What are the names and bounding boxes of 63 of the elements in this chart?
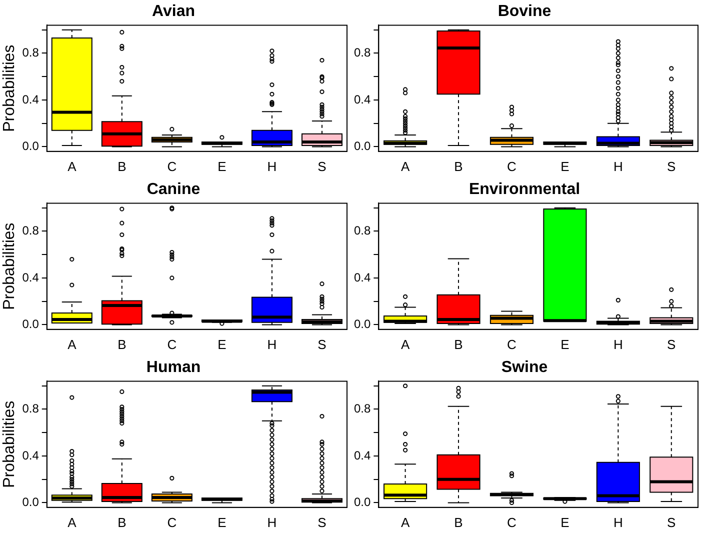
chart-title: Avian bbox=[152, 3, 195, 20]
x-tick-label: S bbox=[667, 158, 676, 174]
x-tick-label: E bbox=[560, 514, 570, 530]
x-tick-label: B bbox=[118, 336, 126, 352]
x-tick-label: H bbox=[613, 158, 623, 174]
y-axis-title: Probabilities bbox=[1, 400, 18, 488]
x-tick-label: E bbox=[218, 336, 227, 352]
chart-title: Human bbox=[146, 359, 201, 376]
x-tick-label: S bbox=[318, 336, 327, 352]
y-tick-label: 0.4 bbox=[22, 270, 40, 284]
y-tick-label: 0.8 bbox=[354, 224, 371, 238]
x-tick-label: S bbox=[318, 158, 327, 174]
x-tick-label: A bbox=[400, 158, 410, 174]
x-tick-label: B bbox=[454, 514, 463, 530]
x-tick-label: H bbox=[267, 514, 277, 530]
x-tick-label: C bbox=[507, 158, 516, 174]
y-tick-label: 0.0 bbox=[22, 139, 40, 154]
y-tick-label: 0.8 bbox=[22, 46, 40, 60]
chart-title: Canine bbox=[146, 181, 200, 198]
x-tick-label: S bbox=[667, 514, 676, 530]
y-axis-title: Probabilities bbox=[1, 44, 18, 132]
y-tick-label: 0.0 bbox=[354, 317, 371, 332]
y-tick-label: 0.4 bbox=[354, 448, 371, 462]
x-tick-label: C bbox=[167, 158, 177, 174]
x-tick-label: H bbox=[613, 336, 623, 352]
y-tick-label: 0.4 bbox=[22, 92, 40, 106]
x-tick-label: C bbox=[167, 514, 177, 530]
chart-title: Swine bbox=[501, 359, 548, 376]
y-tick-label: 0.0 bbox=[22, 495, 40, 510]
y-axis-title: Probabilities bbox=[1, 222, 18, 310]
x-tick-label: H bbox=[267, 336, 277, 352]
y-tick-label: 0.8 bbox=[354, 46, 371, 60]
x-tick-label: A bbox=[68, 336, 77, 352]
x-tick-label: A bbox=[400, 336, 410, 352]
x-tick-label: E bbox=[560, 336, 570, 352]
chart-title: Bovine bbox=[498, 3, 552, 20]
y-tick-label: 0.0 bbox=[354, 139, 371, 154]
x-tick-label: B bbox=[118, 514, 126, 530]
x-tick-label: A bbox=[68, 158, 77, 174]
x-tick-label: E bbox=[218, 158, 227, 174]
y-tick-label: 0.0 bbox=[354, 495, 371, 510]
x-tick-label: C bbox=[167, 336, 177, 352]
y-tick-label: 0.8 bbox=[22, 402, 40, 416]
x-tick-label: B bbox=[118, 158, 126, 174]
y-tick-label: 0.8 bbox=[22, 224, 40, 238]
y-tick-label: 0.4 bbox=[354, 270, 371, 284]
x-tick-label: C bbox=[507, 514, 516, 530]
x-tick-label: A bbox=[400, 514, 410, 530]
x-tick-label: S bbox=[318, 514, 327, 530]
x-tick-label: H bbox=[267, 158, 277, 174]
x-tick-label: E bbox=[560, 158, 570, 174]
x-tick-label: S bbox=[667, 336, 676, 352]
x-tick-label: B bbox=[454, 336, 463, 352]
x-tick-label: H bbox=[613, 514, 623, 530]
x-tick-label: E bbox=[218, 514, 227, 530]
x-tick-label: C bbox=[507, 336, 516, 352]
chart-title: Environmental bbox=[468, 181, 580, 198]
x-tick-label: A bbox=[68, 514, 77, 530]
y-tick-label: 0.4 bbox=[22, 448, 40, 462]
y-tick-label: 0.8 bbox=[354, 402, 371, 416]
y-tick-label: 0.4 bbox=[354, 92, 371, 106]
x-tick-label: B bbox=[454, 158, 463, 174]
y-tick-label: 0.0 bbox=[22, 317, 40, 332]
